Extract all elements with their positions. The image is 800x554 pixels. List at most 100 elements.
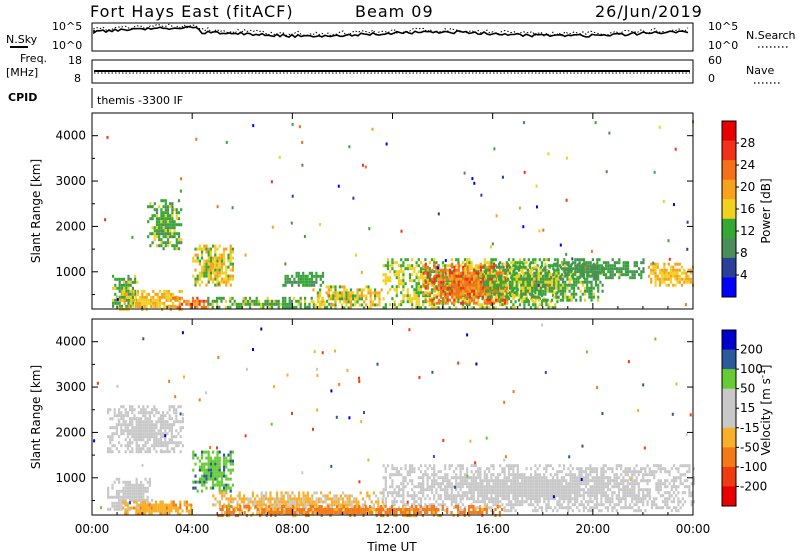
velocity-cell bbox=[140, 429, 143, 433]
velocity-cell bbox=[115, 492, 118, 496]
velocity-cell bbox=[203, 474, 206, 478]
power-cell bbox=[492, 306, 495, 310]
velocity-cell bbox=[331, 500, 334, 504]
velocity-cell bbox=[490, 485, 493, 489]
cpid-label: CPID bbox=[8, 91, 37, 104]
power-cell bbox=[167, 295, 170, 299]
velocity-cell bbox=[126, 509, 129, 513]
velocity-cell bbox=[212, 462, 215, 466]
velocity-cell bbox=[404, 479, 407, 483]
velocity-cell bbox=[518, 476, 522, 480]
velocity-cell bbox=[203, 480, 206, 484]
velocity-cell bbox=[428, 476, 431, 480]
power-cell bbox=[555, 292, 558, 296]
velocity-cell bbox=[107, 492, 110, 496]
power-cell bbox=[212, 259, 215, 263]
power-cell bbox=[229, 262, 232, 266]
power-cell bbox=[223, 262, 226, 266]
velocity-cell bbox=[269, 503, 272, 507]
power-cell bbox=[542, 280, 545, 284]
velocity-cell bbox=[162, 444, 165, 448]
velocity-cell bbox=[505, 509, 508, 513]
velocity-cell bbox=[142, 492, 145, 496]
velocity-cell bbox=[142, 432, 145, 436]
velocity-cell bbox=[556, 500, 559, 504]
power-cell bbox=[224, 305, 227, 309]
velocity-cell bbox=[122, 420, 125, 424]
velocity-cell bbox=[295, 500, 298, 504]
power-cell bbox=[665, 274, 668, 278]
power-cell bbox=[393, 306, 396, 310]
power-heatmap-cells bbox=[104, 120, 695, 311]
power-cell bbox=[313, 280, 316, 284]
velocity-cell bbox=[571, 479, 574, 483]
velocity-cell bbox=[113, 504, 116, 508]
velocity-cell bbox=[333, 494, 336, 498]
velocity-cell bbox=[430, 503, 434, 507]
velocity-cell bbox=[441, 476, 445, 480]
power-cell bbox=[663, 265, 666, 269]
power-cell bbox=[574, 261, 577, 265]
power-cell bbox=[264, 299, 267, 303]
power-cell bbox=[214, 247, 217, 251]
power-cell bbox=[518, 206, 521, 210]
velocity-cell bbox=[441, 482, 445, 486]
velocity-cell bbox=[141, 500, 144, 504]
velocity-cell bbox=[111, 444, 114, 448]
power-cell bbox=[223, 271, 226, 275]
velocity-cell bbox=[168, 423, 171, 427]
power-cell bbox=[571, 257, 574, 261]
velocity-cell bbox=[333, 500, 336, 504]
power-cell bbox=[477, 283, 480, 287]
power-cell bbox=[555, 268, 558, 272]
velocity-cell bbox=[514, 494, 517, 498]
velocity-cell bbox=[567, 500, 570, 504]
power-cell bbox=[470, 267, 473, 271]
power-cell bbox=[437, 286, 441, 290]
power-cell bbox=[509, 292, 512, 296]
power-cell bbox=[158, 205, 161, 209]
velocity-cell bbox=[560, 503, 563, 507]
power-cell bbox=[453, 280, 456, 284]
power-cell bbox=[591, 270, 594, 274]
power-cell bbox=[448, 298, 452, 302]
power-cell bbox=[429, 277, 432, 281]
velocity-cell bbox=[490, 494, 493, 498]
velocity-cell bbox=[142, 429, 145, 433]
power-cell bbox=[123, 292, 126, 296]
velocity-cell bbox=[324, 497, 327, 501]
power-cell bbox=[451, 265, 454, 269]
velocity-cell bbox=[562, 464, 566, 468]
power-cell bbox=[672, 274, 675, 278]
power-cell bbox=[129, 304, 132, 308]
power-cell bbox=[382, 297, 385, 301]
velocity-cell bbox=[540, 476, 544, 480]
power-cell bbox=[654, 274, 657, 278]
velocity-cell bbox=[567, 506, 570, 510]
power-cell bbox=[441, 264, 445, 268]
velocity-cell bbox=[463, 473, 467, 477]
velocity-cell bbox=[514, 488, 517, 492]
velocity-cell bbox=[243, 497, 246, 501]
power-cell bbox=[457, 300, 460, 304]
power-cell bbox=[229, 256, 232, 260]
power-cell bbox=[624, 267, 627, 271]
velocity-cell bbox=[523, 494, 526, 498]
velocity-cell bbox=[381, 497, 384, 501]
velocity-cell bbox=[503, 476, 506, 480]
power-cell bbox=[448, 264, 451, 268]
velocity-cell bbox=[115, 495, 118, 499]
power-cell bbox=[435, 306, 438, 310]
power-cell bbox=[487, 289, 490, 293]
velocity-cell bbox=[218, 486, 221, 490]
velocity-cell bbox=[151, 408, 154, 412]
power-cell bbox=[528, 262, 532, 266]
velocity-cell bbox=[391, 479, 394, 483]
velocity-cell bbox=[402, 485, 405, 489]
power-cell bbox=[437, 280, 441, 284]
power-cell bbox=[334, 291, 337, 295]
velocity-cell bbox=[137, 444, 140, 448]
power-cell bbox=[535, 280, 538, 284]
power-cell bbox=[523, 170, 526, 174]
velocity-cell bbox=[216, 453, 219, 457]
